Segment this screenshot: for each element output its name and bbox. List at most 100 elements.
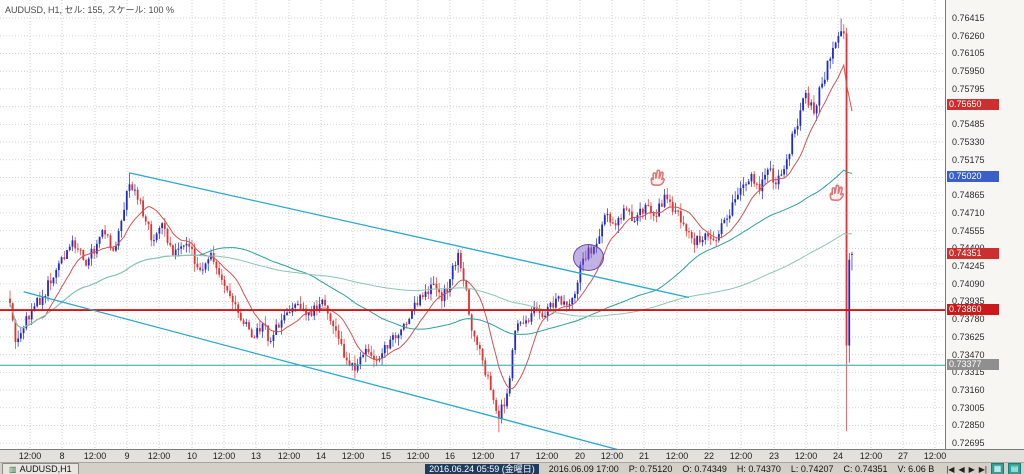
moving-average-line [9, 63, 853, 390]
candle-body [79, 249, 82, 251]
chart-tab[interactable]: ▥ AUDUSD,H1 [2, 463, 79, 474]
candle-body [690, 231, 693, 239]
candle-body [283, 314, 286, 321]
candle-body [555, 298, 557, 308]
candle-body [519, 322, 522, 324]
candle-body [52, 277, 55, 284]
candle-body [413, 302, 416, 311]
price-axis-label: 0.73935 [952, 296, 985, 307]
candle-body [182, 245, 185, 247]
candle-body [503, 404, 506, 407]
candle-body [484, 360, 487, 376]
candle-body [489, 375, 492, 391]
candle-body [685, 224, 688, 232]
time-axis[interactable]: 12:00 8 12:00 9 12:00 10 12:00 13 12:00 14 12:00 15… [0, 449, 1024, 463]
auto-scroll-button[interactable]: ▦ [991, 463, 1004, 474]
candle-body [93, 248, 96, 254]
candle-body [389, 339, 392, 349]
candle-body [807, 92, 810, 106]
time-axis-label: 12:00 [406, 451, 430, 461]
time-axis-label: 14 [315, 451, 327, 461]
candle-body [560, 296, 563, 305]
candle-body [720, 223, 723, 235]
candle-body [549, 303, 552, 308]
candle-body [747, 181, 750, 185]
candle-body [584, 258, 587, 260]
candle-body [514, 330, 517, 350]
candle-body [419, 295, 422, 306]
candle-body [362, 354, 364, 357]
candle-body [622, 208, 625, 220]
candle-body [128, 184, 131, 191]
candle-body [544, 315, 546, 318]
candle-body [150, 224, 153, 241]
candle-body [345, 357, 348, 361]
candle-body [552, 303, 555, 308]
candle-body [364, 348, 367, 355]
candle-body [832, 47, 834, 59]
candle-body [468, 289, 470, 315]
candle-body [465, 280, 468, 290]
candle-body [788, 154, 791, 160]
price-axis-label: 0.75950 [952, 66, 985, 77]
price-axis-label: 0.74865 [952, 190, 985, 201]
price-badge: 0.73377 [947, 359, 999, 371]
candle-body [229, 290, 231, 296]
candle-body [717, 234, 720, 241]
candle-body [348, 360, 351, 367]
candle-body [775, 182, 777, 185]
price-chart[interactable] [0, 0, 945, 449]
candle-body [188, 243, 191, 247]
candle-body [840, 31, 842, 37]
candle-body [739, 188, 742, 195]
price-axis-label: 0.72850 [952, 420, 985, 431]
candle-body [481, 348, 484, 361]
candle-body [595, 243, 598, 247]
chart-shift-button[interactable]: ▤ [1008, 463, 1021, 474]
candle-body [660, 203, 663, 207]
candle-body [495, 400, 498, 411]
jump-end-button[interactable]: ▶| [978, 464, 987, 474]
step-forward-button[interactable]: ▶ [968, 464, 975, 474]
candle-body [677, 210, 680, 212]
time-axis-label: 12:00 [18, 451, 42, 461]
candle-body [666, 194, 669, 200]
jump-start-button[interactable]: |◀ [946, 464, 955, 474]
candle-body [745, 184, 747, 186]
candle-body [457, 252, 460, 266]
time-axis-label: 12:00 [794, 451, 818, 461]
time-axis-label: 21 [638, 451, 650, 461]
time-axis-label: 13 [250, 451, 262, 461]
candle-body [848, 259, 851, 346]
step-back-button[interactable]: ◀ [958, 464, 965, 474]
candle-body [606, 213, 609, 216]
candle-body [44, 296, 47, 298]
chart-area: AUDUSD, H1, セル: 155, スケール: 100 % 0.76415… [0, 0, 1024, 449]
candle-body [19, 333, 22, 339]
reference-date: 2016.06.09 17:00 [548, 464, 619, 474]
candle-body [307, 312, 310, 316]
candle-body [516, 323, 519, 331]
time-axis-label: 15 [380, 451, 392, 461]
candle-body [340, 338, 343, 345]
candle-body [538, 308, 541, 314]
candle-body [144, 216, 147, 222]
candle-body [829, 58, 832, 61]
candle-body [256, 328, 259, 338]
candle-body [478, 344, 481, 349]
candle-body [147, 221, 150, 225]
status-bar: 2016.06.24 05:59 (金曜日) 2016.06.09 17:00 … [425, 463, 934, 474]
candle-body [527, 320, 530, 322]
candle-body [286, 312, 288, 315]
price-badge: 0.73860 [947, 304, 999, 316]
price-axis-label: 0.75795 [952, 83, 985, 94]
candle-body [28, 316, 30, 320]
candle-body [563, 301, 565, 305]
candle-body [237, 304, 240, 313]
candle-body [245, 322, 248, 324]
price-axis[interactable]: 0.76415 0.76260 0.76105 0.75950 0.75795 0.756… [945, 0, 1024, 449]
candle-body [49, 280, 52, 284]
price-axis-label: 0.72695 [952, 438, 985, 449]
candle-body [392, 335, 394, 340]
time-axis-label: 12:00 [83, 451, 107, 461]
